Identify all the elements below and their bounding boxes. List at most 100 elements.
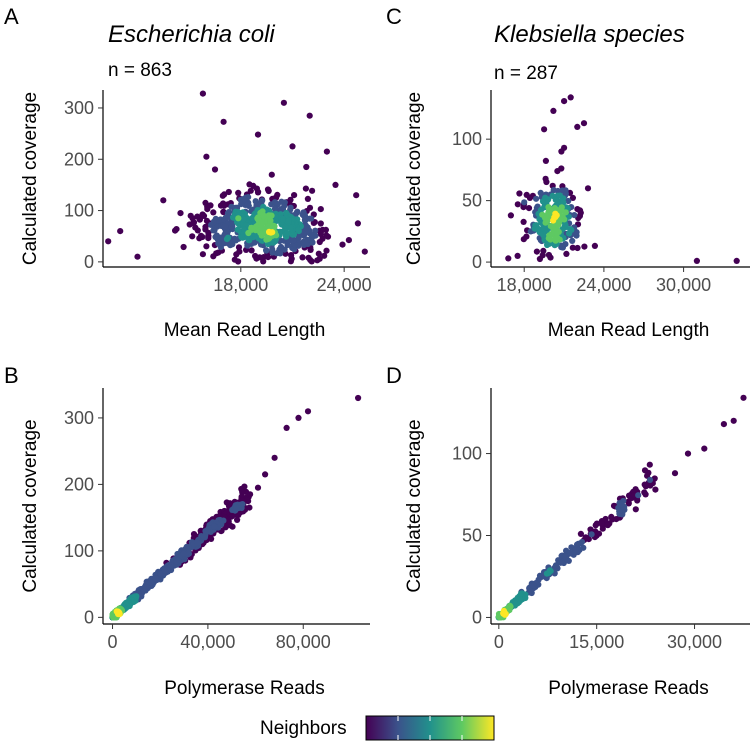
data-point bbox=[280, 99, 287, 106]
data-point bbox=[262, 471, 269, 478]
x-tick-label: 30,000 bbox=[667, 632, 722, 652]
data-point bbox=[265, 223, 272, 231]
data-point bbox=[733, 257, 740, 264]
y-tick-label: 0 bbox=[84, 607, 94, 627]
data-point bbox=[516, 190, 523, 197]
data-point bbox=[235, 215, 242, 222]
data-point bbox=[180, 550, 187, 557]
y-axis-title: Calculated coverage bbox=[20, 92, 41, 265]
data-point bbox=[353, 192, 360, 199]
data-point bbox=[539, 231, 547, 238]
data-point bbox=[534, 226, 542, 233]
data-point bbox=[561, 98, 568, 105]
data-point bbox=[269, 229, 276, 236]
data-point bbox=[223, 236, 231, 243]
data-point bbox=[569, 244, 576, 251]
data-point bbox=[194, 539, 201, 547]
data-point bbox=[539, 198, 547, 205]
data-point bbox=[299, 254, 306, 261]
data-point bbox=[560, 199, 567, 206]
data-point bbox=[537, 206, 545, 213]
data-point bbox=[225, 209, 232, 216]
data-point bbox=[234, 516, 241, 524]
data-point bbox=[219, 192, 226, 199]
data-point bbox=[194, 213, 201, 220]
data-point bbox=[646, 461, 653, 468]
data-point bbox=[562, 553, 569, 560]
data-point bbox=[253, 255, 260, 262]
data-point bbox=[189, 233, 196, 240]
data-point bbox=[552, 210, 559, 217]
data-point bbox=[203, 217, 210, 224]
data-point bbox=[576, 212, 584, 220]
x-axis-title: Polymerase Reads bbox=[548, 678, 709, 699]
data-point bbox=[231, 235, 238, 242]
legend-title: Neighbors bbox=[260, 718, 347, 739]
data-point bbox=[569, 194, 577, 201]
data-point bbox=[204, 206, 211, 213]
data-point bbox=[142, 583, 149, 591]
data-point bbox=[502, 610, 509, 618]
x-tick-label: 0 bbox=[108, 632, 118, 652]
data-point bbox=[117, 228, 124, 235]
data-point bbox=[190, 219, 198, 226]
data-point bbox=[152, 575, 159, 582]
data-point bbox=[199, 90, 206, 97]
y-tick-label: 100 bbox=[452, 129, 482, 149]
data-point bbox=[295, 226, 302, 234]
data-point bbox=[632, 506, 639, 513]
data-point bbox=[291, 192, 298, 199]
data-point bbox=[525, 205, 533, 212]
data-point bbox=[547, 236, 554, 243]
data-point bbox=[571, 212, 578, 219]
data-point bbox=[567, 226, 574, 233]
data-point bbox=[304, 408, 312, 415]
data-point bbox=[161, 567, 169, 574]
y-tick-label: 50 bbox=[462, 526, 482, 546]
data-point bbox=[247, 187, 254, 194]
data-point bbox=[255, 188, 262, 195]
data-point bbox=[505, 255, 512, 262]
title-klebsiella: Klebsiella species bbox=[494, 21, 685, 48]
data-point bbox=[323, 148, 330, 155]
data-point bbox=[235, 189, 242, 196]
data-point bbox=[254, 484, 262, 491]
title-e-coli: Escherichia coli bbox=[108, 21, 275, 48]
data-point bbox=[229, 220, 236, 227]
data-point bbox=[584, 535, 591, 542]
data-point bbox=[565, 557, 572, 565]
x-tick-label: 24,000 bbox=[317, 275, 372, 295]
data-point bbox=[211, 166, 219, 173]
panel-label-c: C bbox=[386, 4, 402, 29]
data-point bbox=[290, 237, 297, 244]
y-tick-label: 100 bbox=[64, 201, 94, 221]
data-point bbox=[516, 596, 523, 603]
data-point bbox=[646, 476, 654, 483]
data-point bbox=[598, 520, 605, 527]
data-point bbox=[618, 501, 625, 508]
x-tick-label: 18,000 bbox=[213, 275, 268, 295]
data-point bbox=[204, 528, 211, 535]
data-point bbox=[306, 112, 313, 119]
data-point bbox=[283, 424, 290, 431]
data-point bbox=[552, 196, 559, 203]
data-point bbox=[361, 248, 368, 255]
data-point bbox=[529, 582, 537, 589]
data-point bbox=[295, 234, 302, 241]
data-point bbox=[693, 257, 701, 264]
data-point bbox=[558, 242, 565, 249]
data-point bbox=[199, 251, 206, 258]
data-point bbox=[332, 181, 339, 188]
x-tick-label: 30,000 bbox=[656, 275, 711, 295]
data-point bbox=[317, 220, 324, 227]
data-point bbox=[208, 221, 215, 228]
data-point bbox=[652, 486, 659, 493]
y-tick-label: 300 bbox=[64, 408, 94, 428]
n-count-e-coli: n = 863 bbox=[108, 60, 172, 81]
data-point bbox=[576, 207, 584, 214]
data-point bbox=[572, 547, 579, 554]
data-point bbox=[265, 254, 272, 261]
data-point bbox=[550, 217, 557, 224]
x-tick-label: 24,000 bbox=[576, 275, 631, 295]
